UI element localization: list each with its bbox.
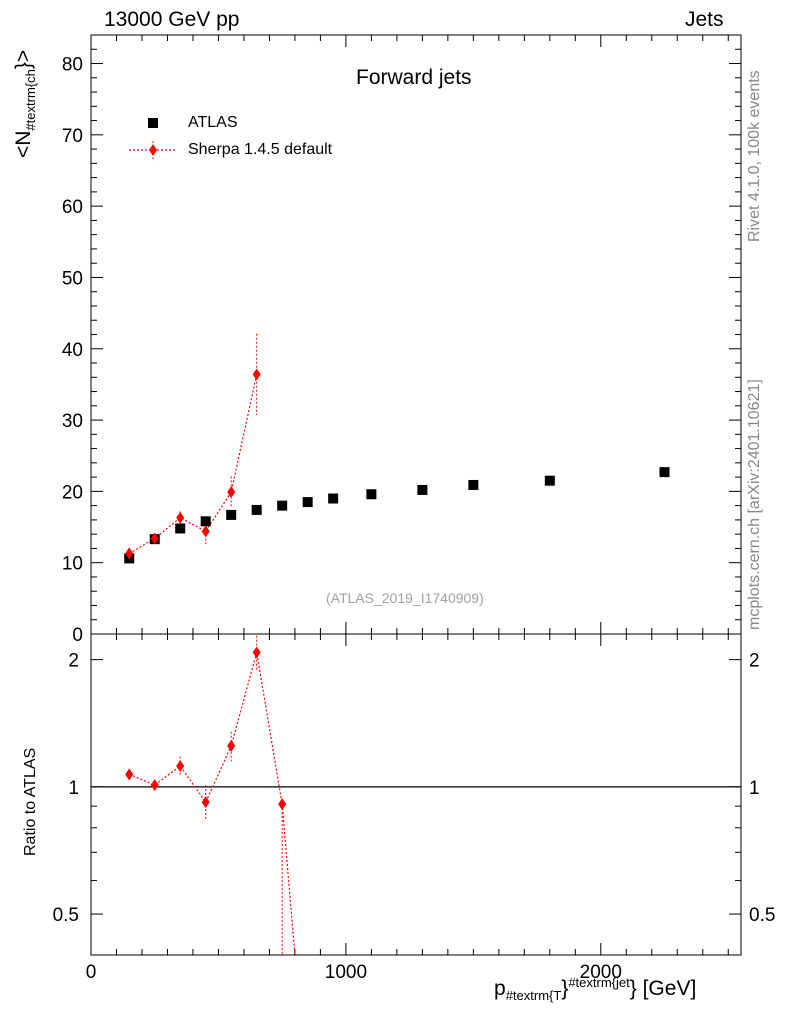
atlas-point [659, 467, 670, 478]
atlas-point [251, 504, 262, 515]
atlas-point [417, 484, 428, 495]
legend-label-sherpa: Sherpa 1.4.5 default [188, 141, 333, 158]
y-label-prefix: <N [12, 130, 35, 158]
ratio-point [201, 796, 210, 809]
y-label-sub: #textrm{ch [23, 69, 39, 131]
main-y-tick-label: 50 [62, 268, 83, 289]
sherpa-point [227, 486, 236, 499]
legend-label-atlas: ATLAS [188, 114, 238, 131]
ratio-y-axis-label: Ratio to ATLAS [22, 747, 39, 856]
main-y-tick-label: 70 [62, 126, 83, 147]
ratio-y-tick-label: 0.5 [53, 905, 79, 926]
ratio-point [252, 646, 261, 659]
ratio-y-tick-label: 2 [68, 651, 79, 672]
ratio-point [227, 739, 236, 752]
x-label-unit: } [GeV] [629, 977, 697, 1000]
atlas-point [468, 479, 479, 490]
ratio-point [278, 798, 287, 811]
x-label-brace: } [561, 977, 569, 1000]
ratio-y-tick-label-right: 2 [749, 651, 760, 672]
mcplots-source-label: mcplots.cern.ch [arXiv:2401.10621] [746, 379, 763, 630]
main-y-tick-label: 30 [62, 411, 83, 432]
atlas-point [226, 509, 237, 520]
sherpa-point [176, 511, 185, 524]
legend-marker-sherpa [149, 144, 157, 156]
atlas-point [302, 497, 313, 508]
y-label-suffix: }> [12, 49, 35, 70]
atlas-point [175, 523, 186, 534]
rivet-version-label: Rivet 4.1.0, 100k events [746, 70, 763, 242]
main-y-tick-label: 80 [62, 55, 83, 76]
sherpa-point [201, 525, 210, 538]
x-axis-label: p#textrm{T}#textrm{jet} [GeV] [494, 976, 696, 1002]
ratio-y-tick-label-right: 1 [749, 778, 760, 799]
main-y-tick-label: 10 [62, 554, 83, 575]
legend-marker-atlas [148, 118, 158, 128]
ratio-plot-frame [90, 633, 742, 956]
ratio-point [125, 768, 134, 781]
main-y-tick-label: 60 [62, 197, 83, 218]
main-y-tick-label: 40 [62, 340, 83, 361]
ratio-point [176, 760, 185, 773]
sherpa-point [252, 368, 261, 381]
header-process-label: Jets [685, 8, 724, 31]
ratio-line [129, 652, 296, 956]
atlas-point [328, 493, 339, 504]
x-label-main: p [494, 977, 506, 1000]
analysis-id-label: (ATLAS_2019_I1740909) [326, 590, 484, 606]
ratio-point [150, 779, 159, 792]
sherpa-line [128, 374, 258, 554]
sherpa-point [125, 547, 134, 560]
ratio-y-tick-label-right: 0.5 [749, 905, 775, 926]
plot-title: Forward jets [356, 66, 472, 89]
x-tick-label: 1000 [325, 962, 367, 983]
sherpa-point [150, 532, 159, 545]
main-y-axis-label: <N#textrm{ch}> [12, 50, 38, 158]
main-y-tick-label: 0 [72, 625, 83, 646]
atlas-point [200, 516, 211, 527]
x-label-sub: #textrm{T [505, 988, 562, 1004]
header-energy-label: 13000 GeV pp [104, 8, 240, 31]
atlas-point [277, 500, 288, 511]
x-tick-label: 0 [86, 962, 97, 983]
x-tick-label: 2000 [580, 962, 622, 983]
ratio-y-tick-label: 1 [68, 778, 79, 799]
main-y-tick-label: 20 [62, 482, 83, 503]
atlas-point [544, 475, 555, 486]
atlas-point [366, 489, 377, 500]
x-label-sup: #textrm{jet [568, 975, 630, 990]
